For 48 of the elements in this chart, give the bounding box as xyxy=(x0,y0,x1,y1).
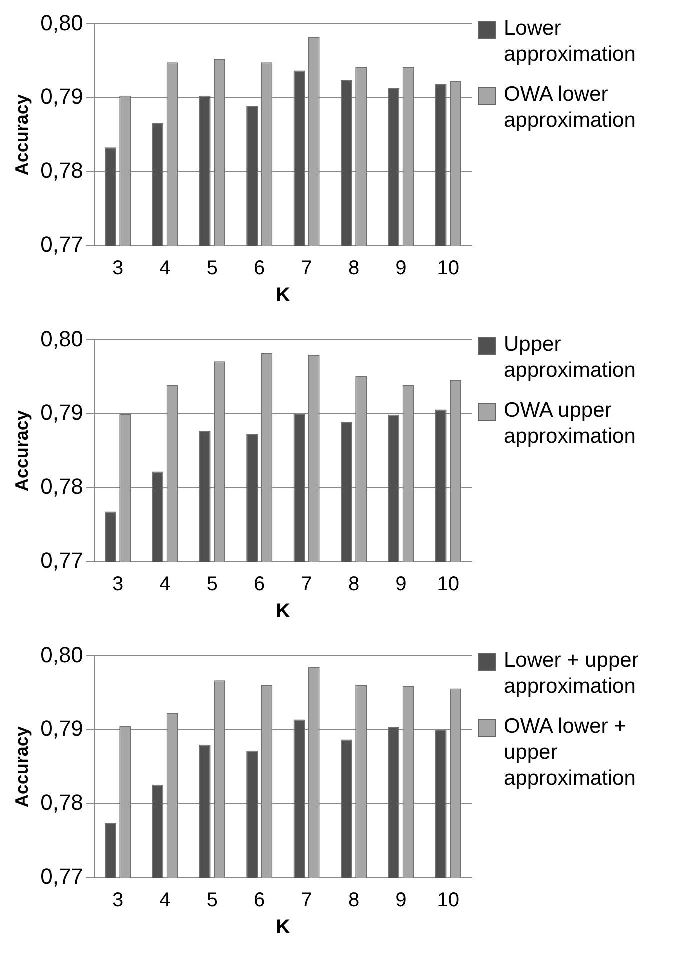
x-tick-label: 7 xyxy=(301,574,312,596)
x-tick-label: 8 xyxy=(348,258,360,280)
y-tick-label: 0,80 xyxy=(40,326,84,352)
x-tick-label: 7 xyxy=(301,890,312,912)
legend-label: Upper approximation xyxy=(504,332,637,384)
x-tick-label: 4 xyxy=(160,258,171,280)
x-tick-label: 3 xyxy=(112,258,124,280)
legend-label: OWA lower + upper approximation xyxy=(504,714,637,792)
x-tick-label: 10 xyxy=(437,574,460,596)
y-tick-label: 0,79 xyxy=(40,400,84,426)
x-tick-label: 8 xyxy=(348,574,360,596)
y-tick-label: 0,80 xyxy=(40,642,84,668)
legend-label: Lower + upper approximation xyxy=(504,648,640,700)
y-tick-label: 0,77 xyxy=(40,864,84,890)
y-tick-label: 0,78 xyxy=(40,474,84,500)
y-tick-label: 0,80 xyxy=(40,10,84,36)
legend-label: OWA upper approximation xyxy=(504,398,637,450)
x-tick-label: 10 xyxy=(437,890,460,912)
x-tick-label: 9 xyxy=(396,258,407,280)
x-tick-label: 4 xyxy=(160,890,171,912)
x-axis-title: K xyxy=(276,916,291,939)
x-tick-label: 9 xyxy=(396,890,407,912)
x-tick-label: 5 xyxy=(206,258,218,280)
x-tick-label: 5 xyxy=(206,890,218,912)
x-tick-label: 3 xyxy=(112,574,124,596)
y-tick-label: 0,78 xyxy=(40,790,84,816)
x-tick-label: 6 xyxy=(254,890,266,912)
y-tick-label: 0,79 xyxy=(40,84,84,110)
x-tick-label: 6 xyxy=(254,574,266,596)
y-axis-title: Accuracy xyxy=(12,94,32,176)
y-axis-title: Accuracy xyxy=(12,410,32,492)
y-tick-label: 0,77 xyxy=(40,232,84,258)
x-tick-label: 5 xyxy=(206,574,218,596)
y-tick-label: 0,77 xyxy=(40,548,84,574)
x-tick-label: 8 xyxy=(348,890,360,912)
x-tick-label: 4 xyxy=(160,574,171,596)
x-tick-label: 3 xyxy=(112,890,124,912)
x-tick-label: 9 xyxy=(396,574,407,596)
x-tick-label: 10 xyxy=(437,258,460,280)
legend-label: Lower approximation xyxy=(504,16,637,68)
x-axis-title: K xyxy=(276,600,291,623)
y-tick-label: 0,78 xyxy=(40,158,84,184)
x-tick-label: 6 xyxy=(254,258,266,280)
y-tick-label: 0,79 xyxy=(40,716,84,742)
y-axis-title: Accuracy xyxy=(12,726,32,808)
legend-label: OWA lower approximation xyxy=(504,82,637,134)
x-tick-label: 7 xyxy=(301,258,312,280)
x-axis-title: K xyxy=(276,284,291,307)
